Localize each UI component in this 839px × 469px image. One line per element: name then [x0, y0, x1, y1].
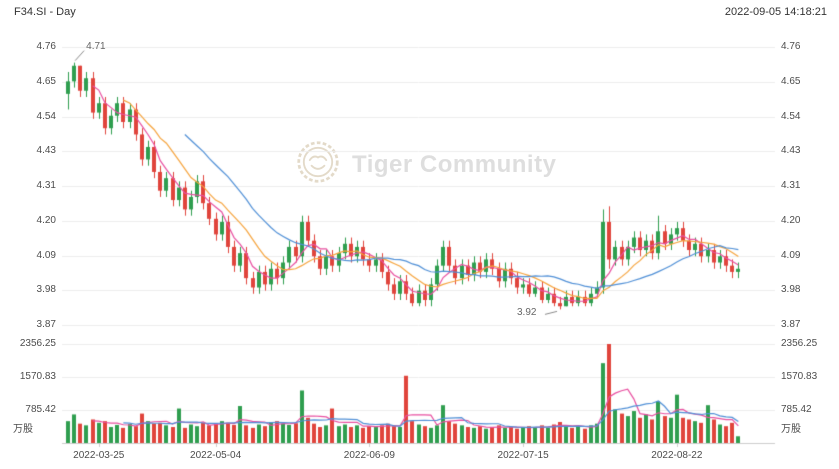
low-price-annotation: 3.92: [517, 307, 537, 319]
chart-header: F34.SI - Day 2022-09-05 14:18:21: [14, 6, 827, 18]
high-price-annotation: 4.71: [86, 40, 106, 52]
timestamp: 2022-09-05 14:18:21: [724, 6, 827, 18]
symbol-title[interactable]: F34.SI - Day: [14, 6, 76, 18]
